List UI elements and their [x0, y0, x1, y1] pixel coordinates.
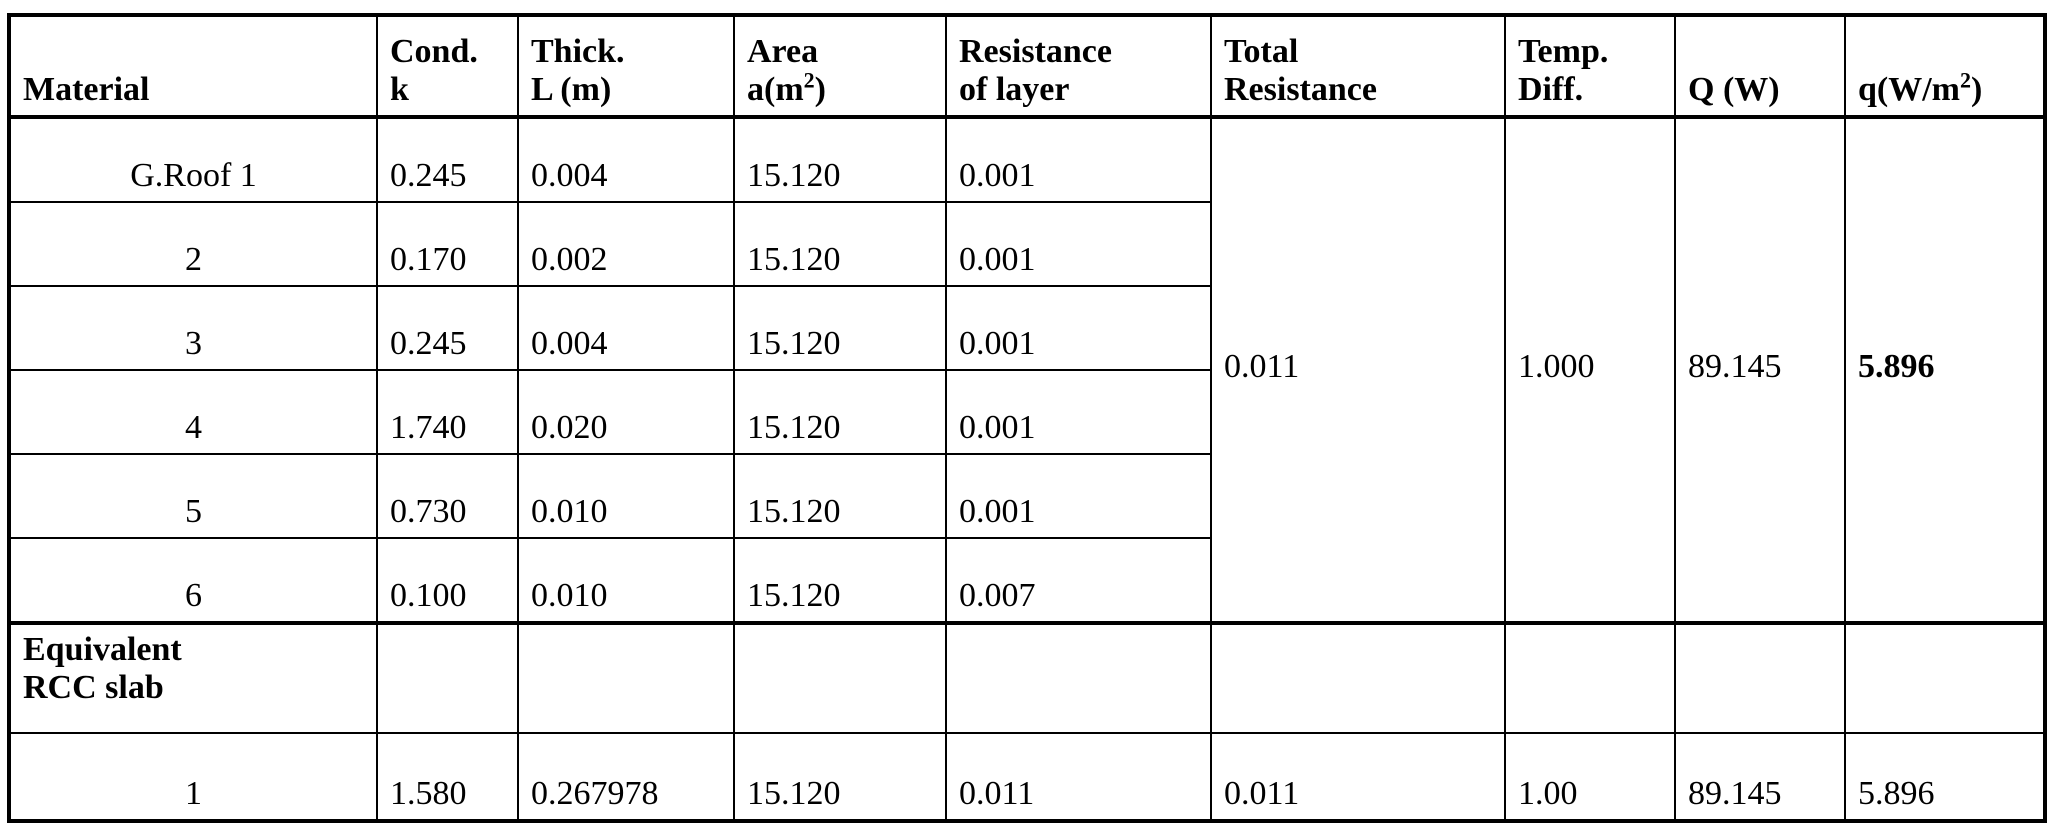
table-row: G.Roof 1 0.245 0.004 15.120 0.001 0.011 … [8, 116, 2046, 624]
cell-a: 15.120 [733, 285, 947, 371]
header-row: Material Cond. k Thick. L (m) Area a(m2) Re… [8, 14, 2046, 118]
empty-cell [1674, 622, 1846, 734]
empty-cell [1210, 622, 1506, 734]
header-resistance: Resistance of layer [945, 14, 1212, 118]
header-cond: Cond. k [376, 14, 519, 118]
cell-k: 0.730 [376, 453, 519, 539]
cell-material: 2 [8, 201, 378, 287]
empty-cell [733, 622, 947, 734]
cell-temp-diff: 1.00 [1504, 732, 1676, 822]
cell-a: 15.120 [733, 369, 947, 455]
empty-cell [376, 622, 519, 734]
cell-k: 0.170 [376, 201, 519, 287]
cell-L: 0.004 [517, 285, 735, 371]
cell-total-resistance: 0.011 [1210, 116, 1506, 624]
cell-r: 0.001 [945, 369, 1212, 455]
cell-L: 0.010 [517, 537, 735, 624]
cell-a: 15.120 [733, 537, 947, 624]
cell-a: 15.120 [733, 453, 947, 539]
cell-r: 0.011 [945, 732, 1212, 822]
cell-total-resistance: 0.011 [1210, 732, 1506, 822]
empty-cell [1504, 622, 1676, 734]
cell-L: 0.010 [517, 453, 735, 539]
header-area: Area a(m2) [733, 14, 947, 118]
cell-k: 1.580 [376, 732, 519, 822]
equivalent-label-row: Equivalent RCC slab [8, 622, 2046, 734]
table-row: 2 0.170 0.002 15.120 0.001 [8, 201, 2045, 287]
cell-L: 0.002 [517, 201, 735, 287]
table-row: 6 0.100 0.010 15.120 0.007 [8, 537, 2045, 624]
empty-cell [945, 622, 1212, 734]
table-row: 3 0.245 0.004 15.120 0.001 [8, 285, 2045, 371]
cell-k: 0.100 [376, 537, 519, 624]
cell-r: 0.001 [945, 201, 1212, 287]
cell-L: 0.020 [517, 369, 735, 455]
cell-material: G.Roof 1 [8, 116, 378, 203]
cell-material: 3 [8, 285, 378, 371]
cell-material: 5 [8, 453, 378, 539]
cell-temp-diff: 1.000 [1504, 116, 1676, 624]
cell-a: 15.120 [733, 201, 947, 287]
heat-transfer-table: Material Cond. k Thick. L (m) Area a(m2) Re… [7, 13, 2047, 823]
cell-L: 0.004 [517, 116, 735, 203]
header-q: q(W/m2) [1844, 14, 2046, 118]
table-row: 5 0.730 0.010 15.120 0.001 [8, 453, 2045, 539]
cell-r: 0.001 [945, 453, 1212, 539]
cell-material: 1 [8, 732, 378, 822]
header-total-resistance: Total Resistance [1210, 14, 1506, 118]
cell-k: 1.740 [376, 369, 519, 455]
cell-q: 5.896 [1844, 732, 2046, 822]
equivalent-label: Equivalent RCC slab [8, 622, 378, 734]
header-Q: Q (W) [1674, 14, 1846, 118]
cell-r: 0.007 [945, 537, 1212, 624]
cell-k: 0.245 [376, 285, 519, 371]
header-thick: Thick. L (m) [517, 14, 735, 118]
header-material: Material [8, 14, 378, 118]
cell-L: 0.267978 [517, 732, 735, 822]
empty-cell [1844, 622, 2046, 734]
cell-q: 5.896 [1844, 116, 2046, 624]
header-temp-diff: Temp. Diff. [1504, 14, 1676, 118]
cell-a: 15.120 [733, 116, 947, 203]
cell-material: 6 [8, 537, 378, 624]
empty-cell [517, 622, 735, 734]
cell-r: 0.001 [945, 116, 1212, 203]
cell-a: 15.120 [733, 732, 947, 822]
cell-Q: 89.145 [1674, 732, 1846, 822]
cell-r: 0.001 [945, 285, 1212, 371]
equivalent-row: 1 1.580 0.267978 15.120 0.011 0.011 1.00… [8, 732, 2046, 822]
cell-k: 0.245 [376, 116, 519, 203]
cell-Q: 89.145 [1674, 116, 1846, 624]
table-row: 4 1.740 0.020 15.120 0.001 [8, 369, 2045, 455]
cell-material: 4 [8, 369, 378, 455]
